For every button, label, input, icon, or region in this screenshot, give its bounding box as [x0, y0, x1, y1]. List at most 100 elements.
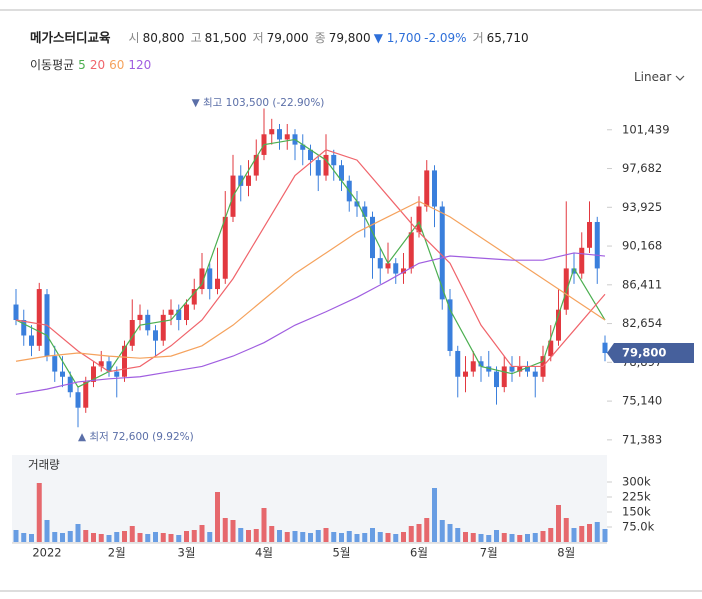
- volume-bar: [308, 533, 313, 542]
- volume-tick-label: 75.0k: [622, 520, 655, 534]
- x-tick-label: 2월: [108, 546, 126, 560]
- volume-bar: [199, 525, 205, 542]
- ma-line: [15, 200, 606, 362]
- volume-bar: [300, 532, 306, 542]
- ma-legend-item: 60: [109, 58, 125, 72]
- volume-bar: [21, 533, 27, 542]
- volume-bar: [432, 488, 437, 542]
- stock-name: 메가스터디교육: [30, 30, 111, 45]
- candle-body: [191, 289, 197, 305]
- candle-body: [486, 366, 492, 372]
- candle-body: [455, 350, 461, 377]
- volume-bar: [370, 528, 375, 542]
- item-value: 81,500: [204, 31, 247, 45]
- ma-legend-title: 이동평균: [30, 58, 75, 72]
- candle-body: [463, 371, 468, 377]
- candle-body: [532, 371, 538, 377]
- candle-body: [602, 342, 608, 354]
- volume-bar: [571, 528, 577, 542]
- y-tick-label: 86,411: [622, 277, 662, 291]
- x-tick-label: 8월: [557, 546, 575, 560]
- candle-body: [594, 221, 600, 269]
- volume-bar: [184, 531, 189, 542]
- volume-bar: [222, 518, 228, 542]
- volume-bar: [29, 534, 34, 542]
- item-label: 저: [252, 31, 264, 45]
- candle-body: [168, 309, 174, 315]
- candle-body: [308, 149, 313, 161]
- scale-toggle[interactable]: Linear: [634, 70, 685, 84]
- volume-bar: [106, 535, 112, 542]
- x-tick-label: 2022: [32, 546, 61, 560]
- volume-bar: [455, 528, 461, 542]
- volume-bar: [176, 535, 182, 542]
- volume-bar: [91, 533, 96, 542]
- y-tick-label: 75,140: [622, 394, 662, 408]
- candle-body: [145, 314, 151, 331]
- volume-bar: [98, 534, 104, 542]
- candle-body: [176, 309, 182, 321]
- volume-bar: [346, 531, 352, 542]
- item-label: 고: [190, 31, 202, 45]
- volume-bar: [215, 492, 220, 542]
- candle-body: [67, 376, 73, 393]
- candle-body: [137, 314, 143, 321]
- volume-bar: [238, 528, 244, 542]
- candle-body: [401, 268, 406, 274]
- volume-bar: [594, 522, 600, 542]
- candle-body: [238, 175, 244, 186]
- candle-body: [424, 170, 430, 207]
- candle-body: [587, 221, 592, 248]
- candle-body: [447, 299, 453, 351]
- volume-bar: [83, 530, 89, 542]
- chevron: [675, 75, 685, 81]
- volume-bar: [377, 532, 383, 542]
- candle-body: [29, 335, 34, 346]
- candle-body: [370, 216, 375, 259]
- candle-body: [269, 129, 275, 135]
- volume-bar: [60, 533, 65, 542]
- y-tick-label: 90,168: [622, 239, 662, 253]
- volume-bar: [470, 533, 476, 542]
- volume-bar: [494, 530, 499, 542]
- candle-body: [393, 263, 399, 274]
- ma-line: [15, 138, 606, 388]
- candle-body: [331, 154, 337, 166]
- volume-bar: [393, 534, 399, 542]
- volume-bar: [478, 534, 484, 542]
- volume-bar: [261, 508, 267, 542]
- volume-bar: [532, 533, 538, 542]
- volume-bar: [44, 520, 50, 542]
- volume-bar: [401, 532, 406, 542]
- candle-body: [52, 356, 58, 372]
- candle-body: [525, 366, 530, 372]
- volume-bar: [145, 534, 151, 542]
- volume-bar: [463, 532, 468, 542]
- volume-bar: [354, 534, 360, 542]
- last-price-box: [607, 343, 694, 364]
- candle-body: [478, 361, 484, 367]
- header: 메가스터디교육 시 80,800 고 81,500 저 79,000 종 79,800 ▼ 1,7…: [30, 27, 529, 46]
- volume-bar: [540, 531, 546, 542]
- volume-bar: [486, 535, 492, 542]
- candle-body: [323, 154, 329, 176]
- candle-body: [300, 144, 306, 150]
- candle-body: [129, 320, 135, 346]
- y-tick-label: 93,925: [622, 200, 662, 214]
- change: ▼ 1,700: [373, 31, 422, 45]
- candle-body: [75, 392, 81, 408]
- item-label: 종: [314, 31, 326, 45]
- candle-body: [199, 268, 205, 290]
- volume-bar: [501, 533, 507, 542]
- volume-bar: [230, 520, 236, 542]
- candle-body: [60, 371, 65, 377]
- volume-bar: [122, 531, 127, 542]
- volume-bar: [517, 535, 523, 542]
- volume-bar: [114, 532, 120, 542]
- candle-body: [494, 371, 499, 388]
- candle-body: [153, 330, 158, 341]
- item-label: 시: [128, 31, 140, 45]
- high-annotation: ▼ 최고 103,500 (-22.90%): [192, 97, 325, 109]
- volume-bar: [36, 483, 42, 542]
